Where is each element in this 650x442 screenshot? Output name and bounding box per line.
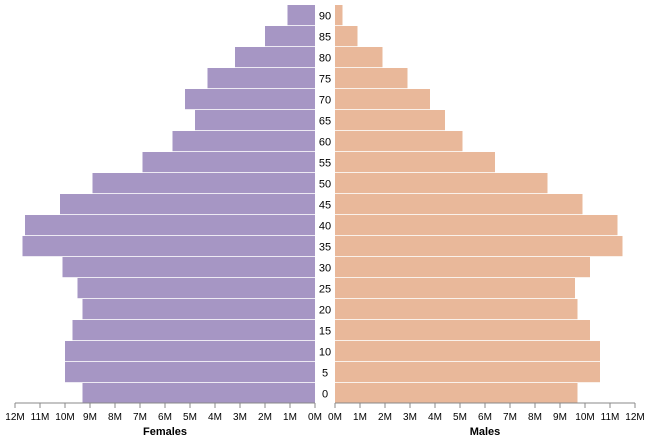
females-tick-label: 9M [83,412,97,423]
age-label-10: 10 [319,347,331,359]
males-axis-title: Males [470,426,501,438]
females-bar-age-70 [185,89,315,110]
females-bars [22,5,315,404]
females-bar-age-65 [195,110,315,131]
females-tick-label: 1M [283,412,297,423]
females-bar-age-80 [235,47,315,68]
age-label-15: 15 [319,326,331,338]
age-label-85: 85 [319,32,331,44]
males-bar-age-0 [335,383,578,404]
males-tick-label: 10M [575,412,594,423]
males-tick-label: 8M [528,412,542,423]
males-tick-label: 5M [453,412,467,423]
age-label-25: 25 [319,284,331,296]
age-label-70: 70 [319,95,331,107]
age-label-60: 60 [319,137,331,149]
males-bar-age-10 [335,341,600,362]
females-bar-age-30 [62,257,315,278]
females-bar-age-75 [207,68,315,89]
females-bar-age-90 [287,5,315,26]
males-tick-label: 3M [403,412,417,423]
males-bar-age-90 [335,5,343,26]
females-bar-age-25 [77,278,315,299]
males-tick-label: 11M [601,412,620,423]
females-bar-age-50 [92,173,315,194]
females-bar-age-45 [60,194,315,215]
males-bar-age-40 [335,215,618,236]
females-tick-label: 4M [208,412,222,423]
females-tick-label: 7M [133,412,147,423]
females-tick-label: 8M [108,412,122,423]
age-label-90: 90 [319,11,331,23]
males-bar-age-50 [335,173,548,194]
females-tick-label: 5M [183,412,197,423]
males-tick-label: 9M [553,412,567,423]
age-label-45: 45 [319,200,331,212]
males-bar-age-30 [335,257,590,278]
age-label-5: 5 [322,368,328,380]
females-bar-age-85 [265,26,315,47]
males-tick-label: 0M [328,412,342,423]
males-bar-age-70 [335,89,430,110]
age-label-55: 55 [319,158,331,170]
males-tick-label: 1M [353,412,367,423]
females-tick-label: 2M [258,412,272,423]
females-tick-label: 6M [158,412,172,423]
males-x-axis-ticks: 0M 1M 2M 3M 4M 5M 6M 7M 8M 9M 10M 11M 12M [328,403,645,423]
females-tick-label: 0M [308,412,322,423]
females-bar-age-20 [82,299,315,320]
females-bar-age-5 [65,362,315,383]
females-x-axis-ticks: 12M 11M 10M 9M 8M 7M 6M 5M 4M 3M 2M 1M 0M [5,403,322,423]
females-tick-label: 11M [31,412,50,423]
males-bar-age-80 [335,47,383,68]
males-bar-age-65 [335,110,445,131]
females-bar-age-10 [65,341,315,362]
males-bar-age-85 [335,26,358,47]
age-label-30: 30 [319,263,331,275]
age-label-0: 0 [322,389,328,401]
age-label-20: 20 [319,305,331,317]
males-tick-label: 4M [428,412,442,423]
males-bar-age-75 [335,68,408,89]
males-tick-label: 2M [378,412,392,423]
age-label-40: 40 [319,221,331,233]
females-tick-label: 3M [233,412,247,423]
males-tick-label: 6M [478,412,492,423]
females-axis-title: Females [143,426,187,438]
females-bar-age-35 [22,236,315,257]
males-bars [335,5,623,404]
females-bar-age-0 [82,383,315,404]
males-tick-label: 7M [503,412,517,423]
males-bar-age-55 [335,152,495,173]
females-bar-age-55 [142,152,315,173]
age-label-75: 75 [319,74,331,86]
age-label-80: 80 [319,53,331,65]
females-tick-label: 12M [5,412,24,423]
females-tick-label: 10M [55,412,74,423]
males-tick-label: 12M [625,412,644,423]
males-bar-age-35 [335,236,623,257]
age-label-50: 50 [319,179,331,191]
females-bar-age-15 [72,320,315,341]
age-label-65: 65 [319,116,331,128]
males-bar-age-20 [335,299,578,320]
males-bar-age-25 [335,278,575,299]
females-bar-age-60 [172,131,315,152]
age-label-35: 35 [319,242,331,254]
males-bar-age-45 [335,194,583,215]
males-bar-age-60 [335,131,463,152]
males-bar-age-15 [335,320,590,341]
males-bar-age-5 [335,362,600,383]
females-bar-age-40 [25,215,315,236]
